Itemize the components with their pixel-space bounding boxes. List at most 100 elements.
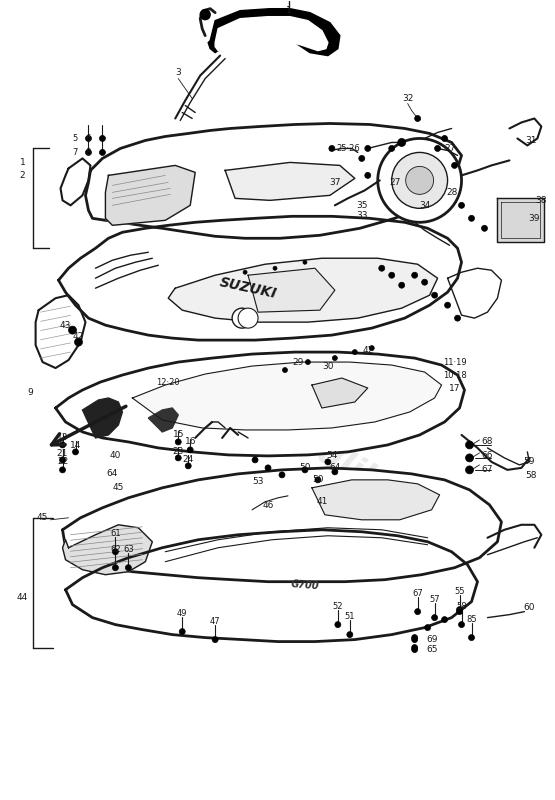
Circle shape — [432, 292, 437, 298]
Circle shape — [179, 629, 185, 634]
Polygon shape — [36, 295, 85, 368]
Text: 40: 40 — [110, 451, 121, 461]
Text: 68: 68 — [482, 438, 493, 446]
Polygon shape — [248, 268, 335, 312]
Text: 28: 28 — [446, 188, 457, 197]
Polygon shape — [215, 17, 328, 50]
Text: partsNeulik: partsNeulik — [182, 361, 388, 498]
Circle shape — [99, 135, 105, 142]
Text: 64: 64 — [329, 463, 341, 472]
Polygon shape — [65, 530, 477, 642]
Text: 22: 22 — [57, 458, 68, 466]
Text: 66: 66 — [482, 451, 493, 461]
Polygon shape — [105, 166, 195, 226]
Circle shape — [329, 146, 335, 151]
Text: 55: 55 — [455, 587, 465, 596]
Circle shape — [425, 625, 431, 630]
Circle shape — [252, 457, 258, 463]
Text: 65: 65 — [427, 645, 438, 654]
Circle shape — [388, 272, 395, 278]
Text: 15: 15 — [173, 430, 184, 439]
Circle shape — [412, 646, 418, 653]
Text: 27: 27 — [389, 178, 400, 187]
Circle shape — [125, 565, 132, 570]
Circle shape — [243, 270, 247, 274]
Circle shape — [412, 634, 418, 641]
Circle shape — [279, 472, 285, 478]
Circle shape — [468, 634, 475, 641]
Circle shape — [415, 115, 421, 122]
Text: 42: 42 — [362, 346, 374, 354]
Circle shape — [457, 609, 462, 614]
Text: 33: 33 — [356, 211, 367, 220]
Polygon shape — [132, 362, 442, 430]
Text: 37: 37 — [329, 178, 341, 187]
Circle shape — [187, 447, 193, 453]
Text: 45: 45 — [37, 514, 48, 522]
Polygon shape — [168, 258, 437, 322]
Text: 53: 53 — [253, 478, 264, 486]
Text: 45: 45 — [113, 483, 124, 492]
Text: 61: 61 — [110, 530, 121, 538]
Circle shape — [59, 467, 65, 473]
Circle shape — [85, 150, 92, 155]
Circle shape — [74, 338, 83, 346]
Text: 17: 17 — [449, 383, 460, 393]
Circle shape — [282, 367, 287, 373]
Circle shape — [365, 172, 371, 178]
Text: 11·19: 11·19 — [443, 358, 466, 366]
Text: 38: 38 — [536, 196, 547, 205]
Text: 58: 58 — [526, 471, 537, 480]
Text: 50: 50 — [299, 463, 311, 472]
Circle shape — [305, 359, 310, 365]
Text: 27: 27 — [444, 144, 455, 153]
Circle shape — [398, 138, 406, 146]
Polygon shape — [208, 9, 340, 55]
Text: 44: 44 — [17, 593, 28, 602]
Circle shape — [369, 346, 374, 350]
Text: G700: G700 — [290, 579, 319, 592]
Polygon shape — [312, 480, 440, 520]
Circle shape — [185, 463, 191, 469]
Text: 6: 6 — [86, 134, 91, 143]
Text: 43: 43 — [60, 321, 71, 330]
Polygon shape — [85, 123, 462, 238]
Circle shape — [435, 146, 441, 151]
Circle shape — [68, 326, 77, 334]
Text: 51: 51 — [345, 612, 355, 621]
Circle shape — [466, 441, 473, 449]
Text: 13: 13 — [57, 434, 68, 442]
Text: 42: 42 — [73, 332, 84, 341]
Polygon shape — [83, 398, 123, 438]
Text: 60: 60 — [523, 603, 535, 612]
Circle shape — [398, 282, 405, 288]
Circle shape — [352, 350, 357, 354]
Circle shape — [412, 637, 418, 642]
Text: 67: 67 — [412, 589, 423, 598]
Circle shape — [200, 10, 210, 20]
Circle shape — [315, 477, 321, 483]
Text: SUZUKI: SUZUKI — [218, 275, 278, 301]
Text: 57: 57 — [430, 595, 440, 604]
Text: 39: 39 — [528, 214, 540, 223]
Polygon shape — [60, 158, 90, 206]
Text: 12·20: 12·20 — [157, 378, 180, 386]
Circle shape — [99, 150, 105, 155]
Text: 58: 58 — [456, 602, 467, 611]
Text: 67: 67 — [482, 466, 493, 474]
Polygon shape — [497, 198, 544, 242]
Circle shape — [442, 135, 447, 142]
Text: 30: 30 — [322, 362, 334, 370]
Circle shape — [415, 609, 421, 614]
Text: 54: 54 — [326, 451, 337, 461]
Circle shape — [468, 215, 475, 222]
Text: 41: 41 — [316, 498, 327, 506]
Text: 31: 31 — [526, 136, 537, 145]
Circle shape — [302, 467, 308, 473]
Text: 16: 16 — [184, 438, 196, 446]
Text: 5: 5 — [72, 134, 77, 143]
Text: 46: 46 — [263, 502, 274, 510]
Circle shape — [452, 162, 457, 169]
Circle shape — [466, 466, 473, 474]
Text: 49: 49 — [177, 609, 188, 618]
